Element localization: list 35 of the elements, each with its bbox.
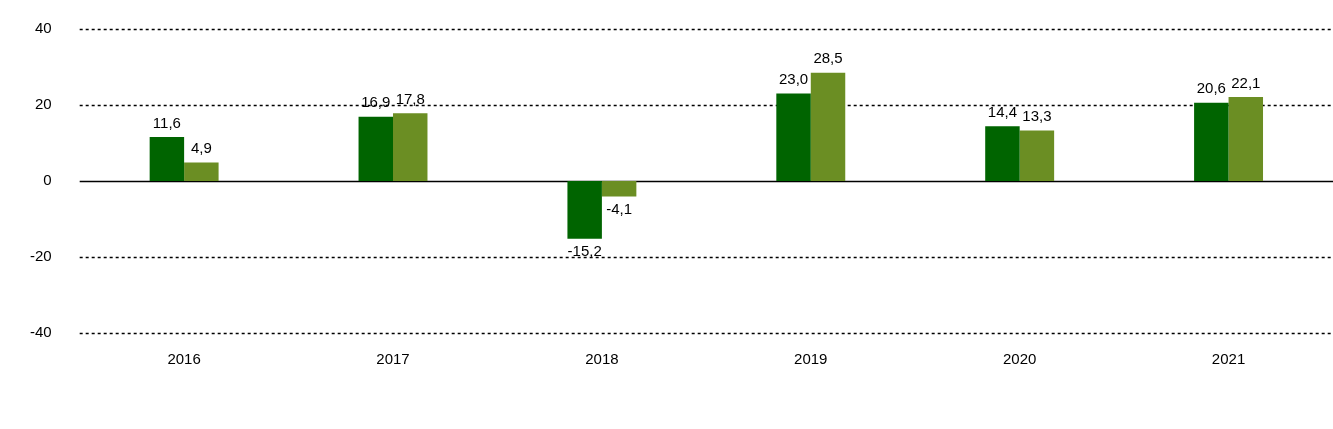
- bar: [1019, 130, 1055, 181]
- bar: [985, 126, 1020, 181]
- y-tick-label: -40: [29, 323, 52, 341]
- bar: [1228, 97, 1264, 181]
- bar: [567, 181, 602, 239]
- data-label: 14,4: [987, 102, 1018, 120]
- x-tick-label: 2018: [585, 350, 619, 368]
- y-tick-label: 20: [34, 95, 52, 113]
- bar: [601, 181, 637, 197]
- bar: [1194, 102, 1229, 181]
- data-label: -4,1: [606, 200, 633, 218]
- data-label: 4,9: [190, 139, 212, 157]
- data-label: 20,6: [1196, 79, 1226, 97]
- bar: [776, 93, 811, 181]
- data-label: 17,8: [395, 90, 425, 107]
- bar: [810, 72, 846, 181]
- x-tick-label: 2019: [794, 350, 828, 368]
- data-label: 11,6: [152, 113, 181, 131]
- data-label: 28,5: [813, 49, 843, 67]
- bar: [149, 136, 185, 181]
- x-tick-label: 2021: [1211, 350, 1246, 368]
- data-label: 16,9: [361, 93, 391, 111]
- x-tick-label: 2020: [1002, 350, 1037, 368]
- data-label: -15,2: [567, 242, 602, 260]
- y-tick-label: -20: [29, 247, 52, 265]
- x-tick-label: 2016: [167, 350, 201, 368]
- bar: [358, 116, 394, 181]
- y-tick-label: 40: [34, 19, 52, 37]
- x-tick-label: 2017: [376, 350, 410, 368]
- bar: [184, 162, 219, 181]
- bar: [393, 113, 428, 181]
- y-tick-label: 0: [43, 171, 52, 189]
- data-label: 22,1: [1231, 73, 1261, 91]
- data-label: 13,3: [1022, 107, 1052, 125]
- data-label: 23,0: [778, 70, 809, 88]
